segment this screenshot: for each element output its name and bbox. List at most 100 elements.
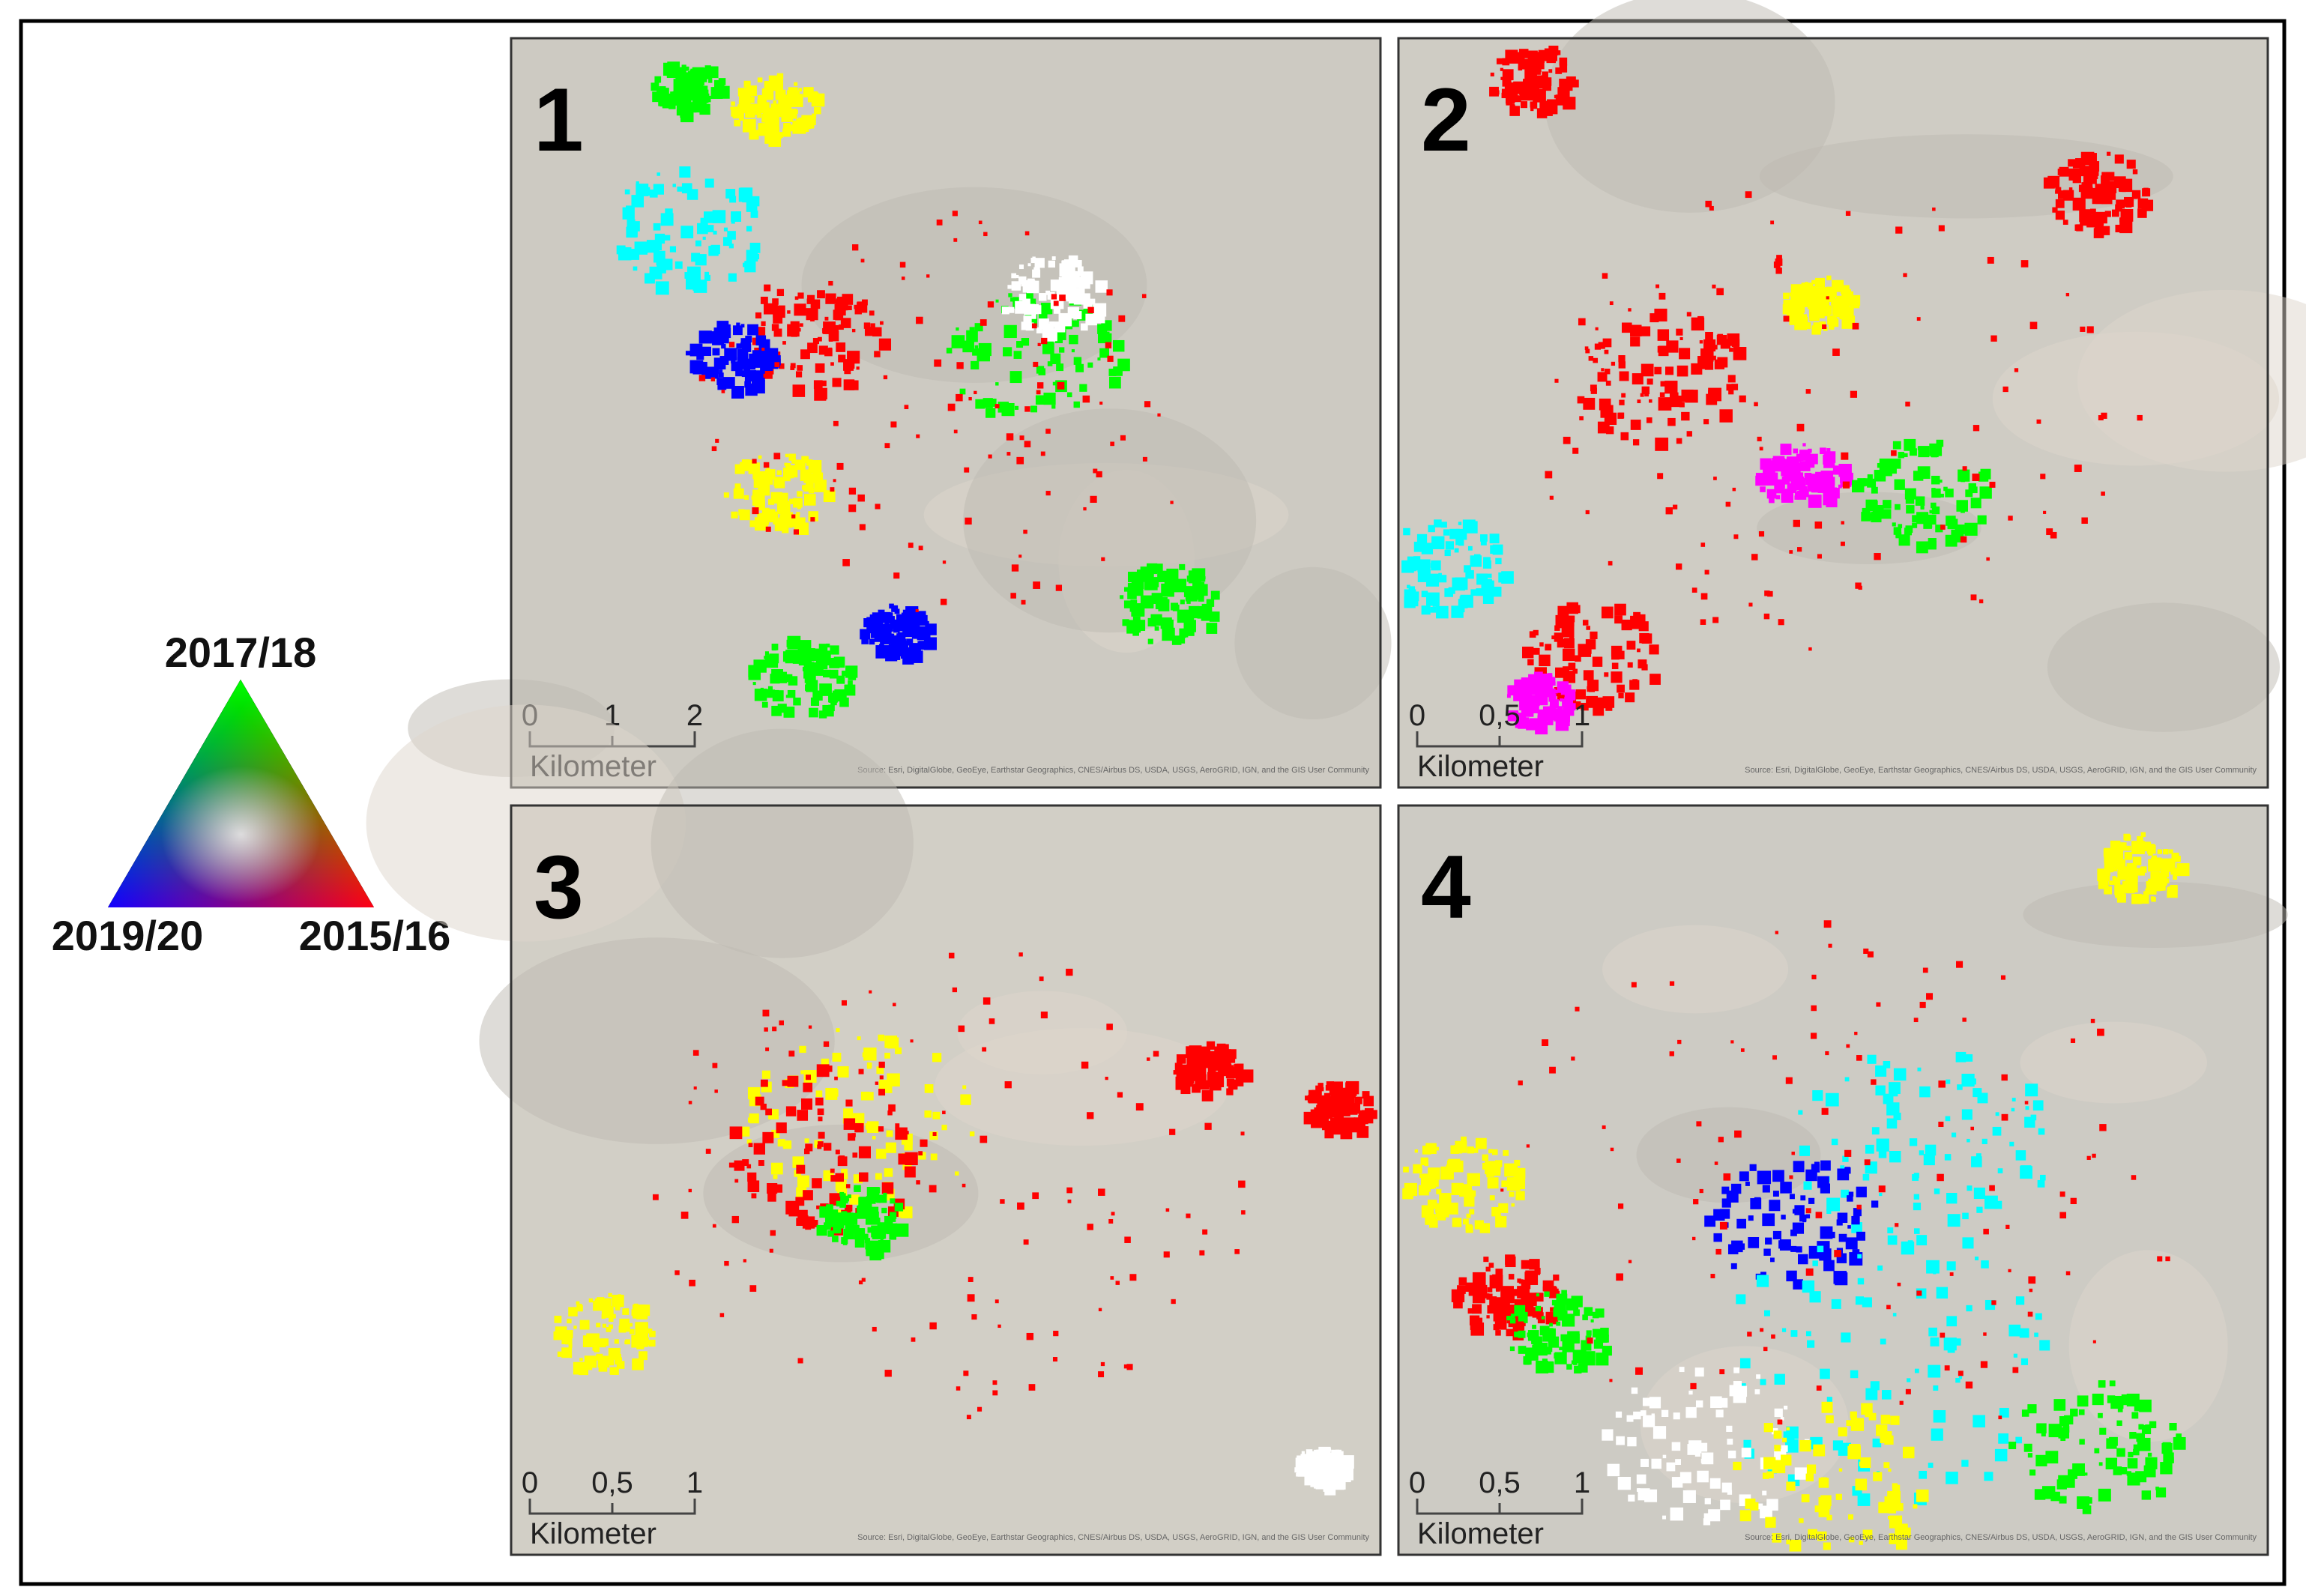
change-pixel: [835, 1218, 841, 1224]
change-pixel: [1526, 1144, 1530, 1148]
change-pixel: [1008, 293, 1012, 297]
panel-border: [1397, 804, 2269, 1556]
change-pixel: [959, 388, 966, 395]
change-pixel: [1763, 1310, 1770, 1317]
change-pixel: [1512, 1289, 1520, 1296]
change-pixel: [1703, 339, 1716, 352]
change-pixel: [1870, 1381, 1880, 1391]
change-pixel: [718, 324, 722, 327]
change-pixel: [1039, 293, 1047, 301]
change-pixel: [1057, 381, 1065, 390]
change-pixel: [1031, 314, 1036, 319]
change-pixel: [1931, 506, 1940, 515]
change-pixel: [734, 483, 741, 490]
change-pixel: [987, 301, 994, 308]
change-pixel: [2131, 841, 2145, 854]
change-pixel: [686, 84, 698, 97]
change-pixel: [793, 529, 800, 535]
change-pixel: [1934, 1188, 1940, 1194]
change-pixel: [1944, 1154, 1952, 1161]
change-pixel: [1500, 76, 1504, 80]
change-pixel: [2176, 1433, 2182, 1439]
change-pixel: [1527, 75, 1534, 82]
change-pixel: [1467, 1146, 1474, 1154]
change-pixel: [1886, 1118, 1898, 1129]
change-pixel: [1794, 317, 1807, 330]
change-pixel: [2057, 169, 2065, 175]
change-pixel: [1553, 715, 1558, 719]
change-pixel: [1736, 1218, 1747, 1229]
change-pixel: [2055, 187, 2062, 193]
change-pixel: [980, 1135, 988, 1143]
change-pixel: [918, 1151, 923, 1156]
change-pixel: [1762, 1490, 1767, 1496]
change-pixel: [1790, 1229, 1797, 1236]
change-pixel: [743, 344, 752, 352]
change-pixel: [890, 1216, 896, 1222]
change-pixel: [1163, 1251, 1170, 1258]
change-pixel: [743, 104, 746, 108]
change-pixel: [800, 1070, 805, 1074]
change-pixel: [1928, 1327, 1937, 1337]
scale-unit: Kilometer: [1417, 750, 1544, 783]
change-pixel: [773, 100, 777, 104]
change-pixel: [1564, 638, 1575, 649]
change-pixel: [2169, 1422, 2177, 1431]
change-pixel: [1201, 1089, 1213, 1101]
change-pixel: [854, 307, 862, 315]
change-pixel: [1106, 1024, 1113, 1030]
change-pixel: [1955, 525, 1965, 534]
change-pixel: [773, 328, 782, 337]
change-pixel: [740, 1126, 750, 1137]
change-pixel: [1451, 1289, 1465, 1302]
change-pixel: [767, 686, 773, 691]
change-pixel: [797, 491, 803, 497]
change-pixel: [1657, 473, 1664, 480]
change-pixel: [616, 1361, 625, 1369]
change-pixel: [1965, 1054, 1973, 1062]
change-pixel: [1458, 1277, 1467, 1286]
change-pixel: [992, 1390, 998, 1396]
change-pixel: [1487, 573, 1492, 578]
change-pixel: [2078, 1409, 2085, 1415]
change-pixel: [1733, 1461, 1742, 1471]
change-pixel: [1031, 323, 1037, 329]
change-pixel: [756, 327, 766, 336]
change-pixel: [995, 299, 999, 303]
change-pixel: [1573, 1309, 1580, 1317]
change-pixel: [878, 1034, 885, 1042]
change-pixel: [1482, 560, 1491, 569]
change-pixel: [2079, 1439, 2085, 1445]
change-pixel: [1994, 1448, 2008, 1462]
change-pixel: [1781, 486, 1785, 489]
change-pixel: [2147, 1452, 2152, 1457]
change-pixel: [1758, 531, 1765, 537]
change-pixel: [1962, 1237, 1974, 1249]
change-pixel: [1658, 397, 1672, 411]
change-pixel: [1770, 1257, 1775, 1263]
change-pixel: [866, 621, 872, 626]
change-pixel: [1031, 303, 1039, 312]
change-pixel: [1760, 486, 1766, 492]
change-pixel: [1888, 1468, 1892, 1472]
change-pixel: [1936, 1287, 1949, 1299]
change-pixel: [695, 240, 701, 247]
change-pixel: [1593, 1339, 1604, 1349]
change-pixel: [929, 1322, 937, 1330]
change-pixel: [763, 462, 770, 468]
change-pixel: [858, 1280, 863, 1285]
change-pixel: [1799, 1145, 1810, 1156]
change-pixel: [1726, 1425, 1733, 1432]
change-pixel: [2114, 154, 2124, 164]
change-pixel: [1741, 1448, 1751, 1458]
change-pixel: [1652, 1426, 1667, 1439]
change-pixel: [1165, 1208, 1170, 1212]
change-pixel: [1794, 492, 1799, 497]
change-pixel: [1547, 719, 1554, 725]
change-pixel: [2086, 1155, 2091, 1160]
change-pixel: [1740, 1048, 1745, 1052]
change-pixel: [738, 188, 752, 202]
change-pixel: [806, 298, 812, 304]
change-pixel: [681, 76, 691, 85]
change-pixel: [1743, 1439, 1751, 1448]
